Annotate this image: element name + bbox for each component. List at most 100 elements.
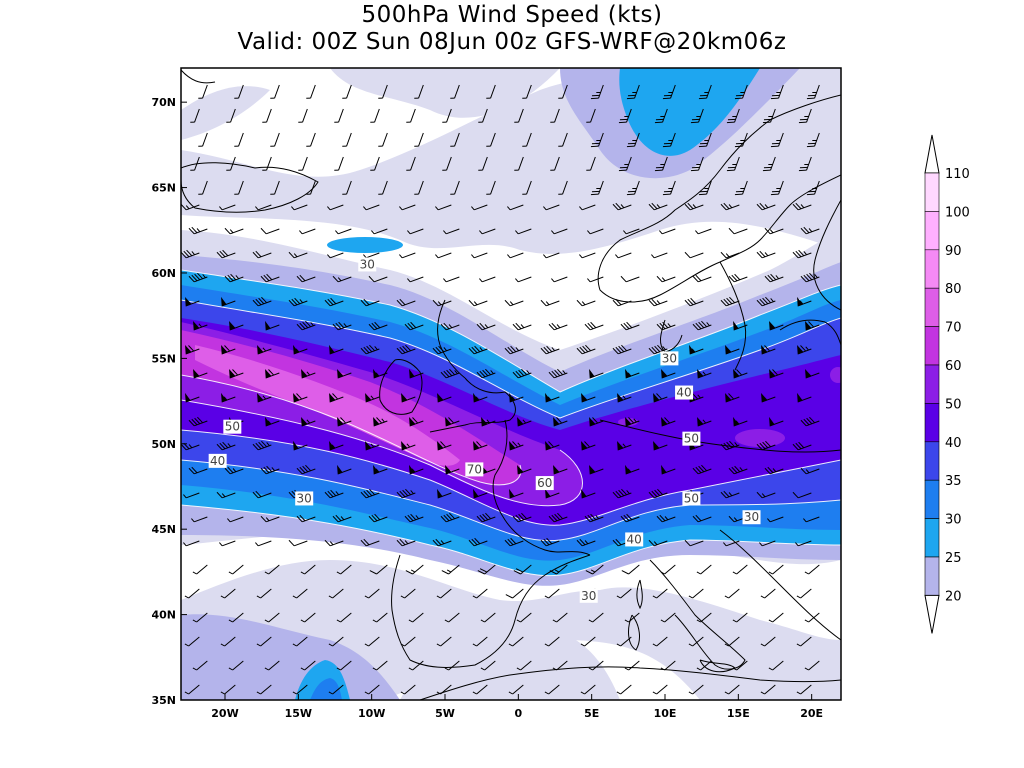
wind-barb bbox=[342, 180, 352, 195]
wind-barb bbox=[804, 660, 820, 671]
wind-barb bbox=[507, 252, 524, 259]
wind-barb bbox=[551, 228, 568, 235]
wind-barb bbox=[262, 108, 272, 123]
wind-barb bbox=[334, 156, 344, 171]
wind-barb bbox=[661, 368, 676, 379]
wind-barb bbox=[437, 392, 452, 403]
wind-barb bbox=[234, 180, 244, 195]
lon-tick-label: 10E bbox=[654, 707, 677, 720]
wind-barb bbox=[414, 180, 424, 195]
contour-label-text: 40 bbox=[676, 386, 691, 400]
wind-barb bbox=[185, 392, 200, 403]
wind-barb bbox=[768, 612, 784, 623]
wind-barb bbox=[360, 538, 380, 547]
wind-barb bbox=[762, 108, 776, 124]
wind-barb bbox=[512, 368, 532, 379]
wind-barb bbox=[733, 368, 748, 379]
wind-barb bbox=[270, 132, 280, 147]
isotach-line-60 bbox=[181, 399, 583, 507]
wind-barb bbox=[472, 636, 488, 647]
colorbar-label: 25 bbox=[945, 551, 962, 566]
wind-barb bbox=[252, 440, 272, 451]
wind-barb bbox=[698, 84, 712, 100]
wind-barb bbox=[543, 204, 560, 211]
wind-barb bbox=[792, 202, 812, 211]
wind-barb bbox=[612, 488, 632, 499]
wind-barb bbox=[228, 564, 244, 575]
wind-barb bbox=[728, 273, 748, 283]
wind-barb bbox=[443, 228, 460, 235]
wind-barb bbox=[767, 516, 784, 523]
wind-barb bbox=[378, 132, 388, 147]
wind-barb bbox=[625, 464, 640, 475]
wind-barb bbox=[734, 132, 748, 148]
wind-barb bbox=[626, 132, 640, 148]
wind-barb bbox=[797, 296, 812, 307]
wind-barb bbox=[185, 344, 200, 355]
colorbar-label: 35 bbox=[945, 474, 962, 489]
wind-barb bbox=[479, 276, 496, 283]
wind-barb bbox=[396, 344, 416, 355]
wind-barb bbox=[408, 660, 424, 671]
wind-barb bbox=[437, 488, 452, 499]
wind-barb bbox=[476, 368, 496, 379]
wind-barb bbox=[684, 539, 704, 547]
wind-barb bbox=[615, 252, 632, 259]
wind-barb bbox=[329, 344, 344, 355]
wind-barb bbox=[764, 273, 784, 283]
wind-barb bbox=[551, 276, 568, 283]
wind-barb bbox=[620, 513, 640, 523]
wind-barb bbox=[229, 320, 244, 331]
wind-barb bbox=[620, 321, 640, 331]
contour-label-text: 50 bbox=[684, 432, 699, 446]
contour-label-bg bbox=[465, 462, 484, 477]
wind-barb bbox=[328, 684, 344, 695]
wind-barb bbox=[660, 660, 676, 671]
wind-barb bbox=[800, 272, 820, 283]
wind-barb bbox=[368, 513, 388, 523]
wind-barb bbox=[540, 299, 560, 307]
shade-20kt-top bbox=[330, 68, 560, 118]
colorbar-label: 110 bbox=[945, 167, 970, 182]
contour-label-text: 70 bbox=[467, 462, 482, 476]
wind-barb bbox=[228, 612, 244, 623]
wind-barb bbox=[299, 228, 316, 235]
colorbar-swatch bbox=[924, 326, 940, 366]
wind-barb bbox=[216, 491, 236, 499]
shade-80kt-core bbox=[195, 345, 460, 466]
wind-barb bbox=[768, 660, 784, 671]
wind-barb bbox=[365, 440, 380, 451]
wind-barb bbox=[684, 297, 704, 307]
wind-barb bbox=[185, 296, 200, 307]
contour-label-bg bbox=[579, 588, 598, 603]
wind-barb bbox=[800, 416, 820, 427]
wind-barb bbox=[336, 564, 352, 575]
wind-barb bbox=[360, 298, 380, 307]
wind-barb bbox=[336, 612, 352, 623]
wind-barb bbox=[363, 204, 380, 211]
wind-barb bbox=[471, 204, 488, 211]
wind-barb bbox=[689, 344, 704, 355]
wind-barb bbox=[252, 296, 272, 307]
contour-label-bg bbox=[682, 491, 701, 506]
wind-barb bbox=[234, 132, 244, 147]
wind-barb bbox=[440, 322, 460, 331]
contour-label: 40 bbox=[208, 453, 227, 468]
wind-barb bbox=[396, 538, 416, 547]
lat-tick-label: 60N bbox=[151, 267, 176, 280]
wind-barb bbox=[288, 539, 308, 547]
wind-barb bbox=[378, 180, 388, 195]
wind-barb bbox=[332, 321, 352, 331]
wind-barb bbox=[792, 441, 812, 451]
lat-tick-label: 70N bbox=[151, 96, 176, 109]
wind-barb bbox=[540, 345, 560, 355]
wind-barb bbox=[652, 588, 668, 599]
colorbar-label: 80 bbox=[945, 282, 962, 297]
wind-barb bbox=[761, 344, 776, 355]
wind-barb bbox=[400, 588, 416, 599]
shade-60kt-blob-east bbox=[830, 367, 841, 383]
wind-barb bbox=[696, 564, 712, 575]
wind-barb bbox=[796, 636, 812, 647]
contour-label-text: 30 bbox=[662, 351, 677, 365]
wind-barb bbox=[220, 636, 236, 647]
